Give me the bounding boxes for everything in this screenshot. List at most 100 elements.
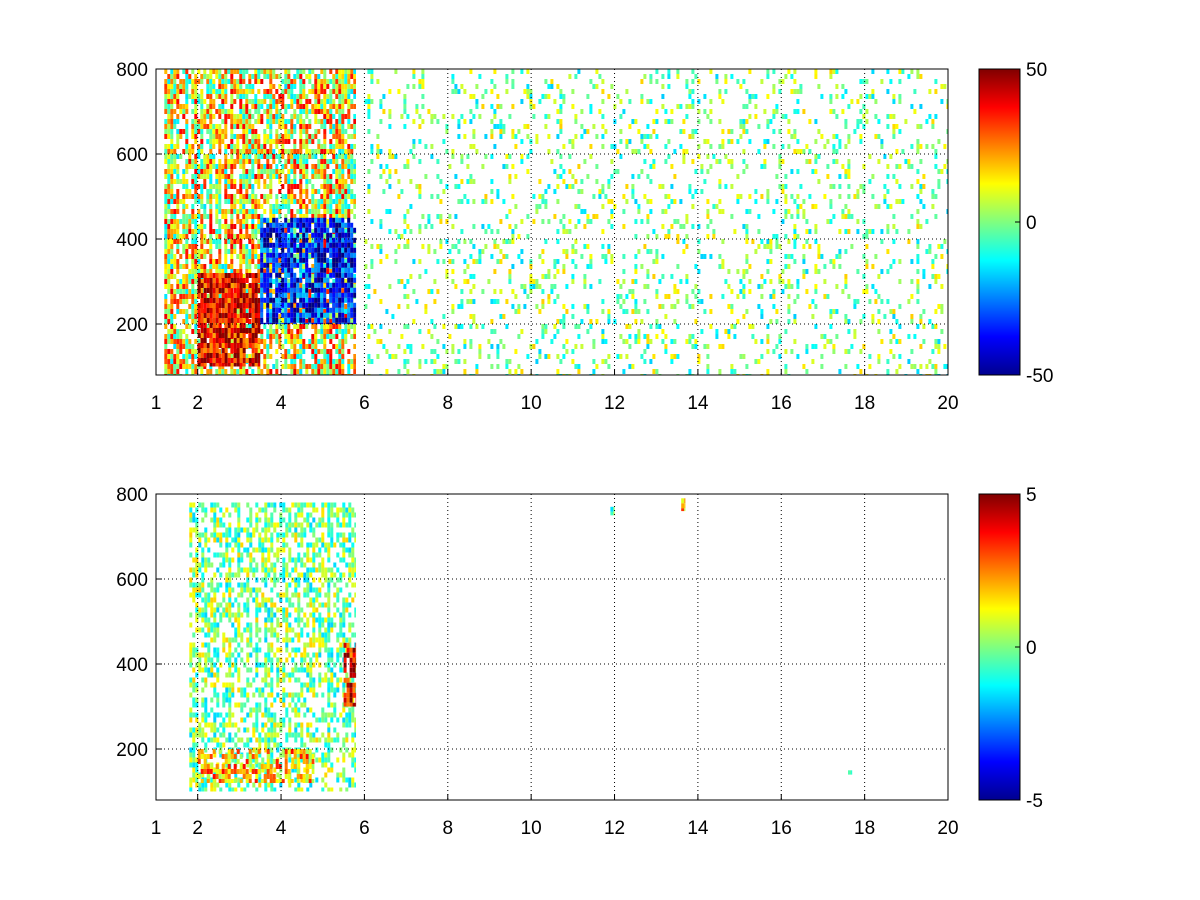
- heatmap-cell: [520, 219, 524, 224]
- heatmap-cell: [173, 219, 177, 224]
- heatmap-cell: [200, 363, 204, 367]
- heatmap-cell: [236, 219, 240, 224]
- heatmap-cell: [224, 189, 228, 194]
- heatmap-cell: [332, 324, 336, 329]
- heatmap-cell: [607, 199, 611, 204]
- heatmap-cell: [284, 297, 288, 303]
- heatmap-cell: [344, 304, 348, 309]
- heatmap-cell: [290, 217, 294, 223]
- heatmap-cell: [667, 229, 671, 234]
- heatmap-cell: [200, 164, 204, 169]
- heatmap-cell: [406, 159, 410, 164]
- heatmap-cell: [233, 69, 237, 74]
- heatmap-cell: [260, 302, 264, 308]
- heatmap-cell: [236, 303, 240, 308]
- heatmap-cell: [299, 334, 303, 339]
- heatmap-cell: [224, 298, 228, 303]
- heatmap-cell: [260, 149, 264, 154]
- heatmap-cell: [176, 134, 180, 139]
- heatmap-cell: [347, 124, 351, 129]
- heatmap-cell: [442, 314, 446, 319]
- heatmap-cell: [275, 194, 279, 199]
- heatmap-cell: [275, 317, 279, 323]
- heatmap-cell: [191, 354, 195, 359]
- heatmap-cell: [272, 247, 276, 253]
- heatmap-cell: [284, 89, 288, 94]
- heatmap-cell: [350, 252, 354, 258]
- heatmap-cell: [454, 214, 458, 219]
- heatmap-cell: [496, 104, 500, 109]
- heatmap-cell: [224, 199, 228, 204]
- heatmap-cell: [233, 343, 237, 348]
- heatmap-cell: [185, 289, 189, 294]
- heatmap-cell: [218, 124, 222, 129]
- heatmap-cell: [200, 343, 204, 348]
- heatmap-cell: [403, 349, 407, 354]
- heatmap-cell: [287, 199, 291, 204]
- heatmap-cell: [209, 144, 213, 149]
- heatmap-cell: [218, 358, 222, 363]
- heatmap-cell: [167, 314, 171, 319]
- heatmap-cell: [649, 324, 653, 329]
- heatmap-cell: [224, 264, 228, 269]
- heatmap-cell: [505, 324, 509, 329]
- heatmap-cell: [233, 159, 237, 164]
- heatmap-cell: [233, 298, 237, 303]
- heatmap-cell: [242, 343, 246, 348]
- heatmap-cell: [170, 159, 174, 164]
- heatmap-cell: [266, 174, 270, 179]
- heatmap-cell: [209, 328, 213, 333]
- heatmap-cell: [329, 237, 333, 243]
- heatmap-cell: [466, 299, 470, 304]
- heatmap-cell: [197, 174, 201, 179]
- heatmap-cell: [556, 239, 560, 244]
- heatmap-cell: [347, 149, 351, 154]
- heatmap-cell: [278, 134, 282, 139]
- heatmap-cell: [248, 199, 252, 204]
- heatmap-cell: [344, 129, 348, 134]
- heatmap-cell: [218, 114, 222, 119]
- heatmap-cell: [287, 84, 291, 89]
- heatmap-cell: [260, 114, 264, 119]
- heatmap-cell: [239, 199, 243, 204]
- heatmap-cell: [643, 159, 647, 164]
- heatmap-cell: [200, 254, 204, 259]
- heatmap-cell: [197, 363, 201, 367]
- heatmap-cell: [302, 154, 306, 159]
- heatmap-cell: [562, 304, 566, 309]
- heatmap-cell: [266, 267, 270, 273]
- heatmap-cell: [341, 169, 345, 174]
- heatmap-cell: [278, 204, 282, 209]
- heatmap-cell: [173, 264, 177, 269]
- heatmap-cell: [341, 124, 345, 129]
- heatmap-cell: [260, 214, 264, 219]
- heatmap-cell: [227, 114, 231, 119]
- heatmap-cell: [514, 134, 518, 139]
- heatmap-cell: [194, 299, 198, 304]
- heatmap-cell: [538, 99, 542, 104]
- heatmap-cell: [490, 179, 494, 184]
- heatmap-cell: [353, 317, 357, 323]
- heatmap-cell: [314, 169, 318, 174]
- heatmap-cell: [296, 104, 300, 109]
- heatmap-cell: [203, 363, 207, 367]
- heatmap-cell: [242, 79, 246, 84]
- heatmap-cell: [350, 174, 354, 179]
- heatmap-cell: [278, 287, 282, 293]
- heatmap-cell: [382, 169, 386, 174]
- heatmap-cell: [191, 144, 195, 149]
- heatmap-cell: [583, 284, 587, 289]
- heatmap-cell: [290, 307, 294, 313]
- heatmap-cell: [260, 154, 264, 159]
- heatmap-cell: [203, 333, 207, 338]
- heatmap-cell: [502, 164, 506, 169]
- heatmap-cell: [224, 214, 228, 219]
- heatmap-cell: [266, 124, 270, 129]
- heatmap-cell: [335, 369, 339, 374]
- heatmap-cell: [484, 229, 488, 234]
- heatmap-cell: [326, 307, 330, 313]
- heatmap-cell: [248, 159, 252, 164]
- heatmap-cell: [661, 339, 665, 344]
- heatmap-cell: [559, 109, 563, 114]
- heatmap-cell: [323, 109, 327, 114]
